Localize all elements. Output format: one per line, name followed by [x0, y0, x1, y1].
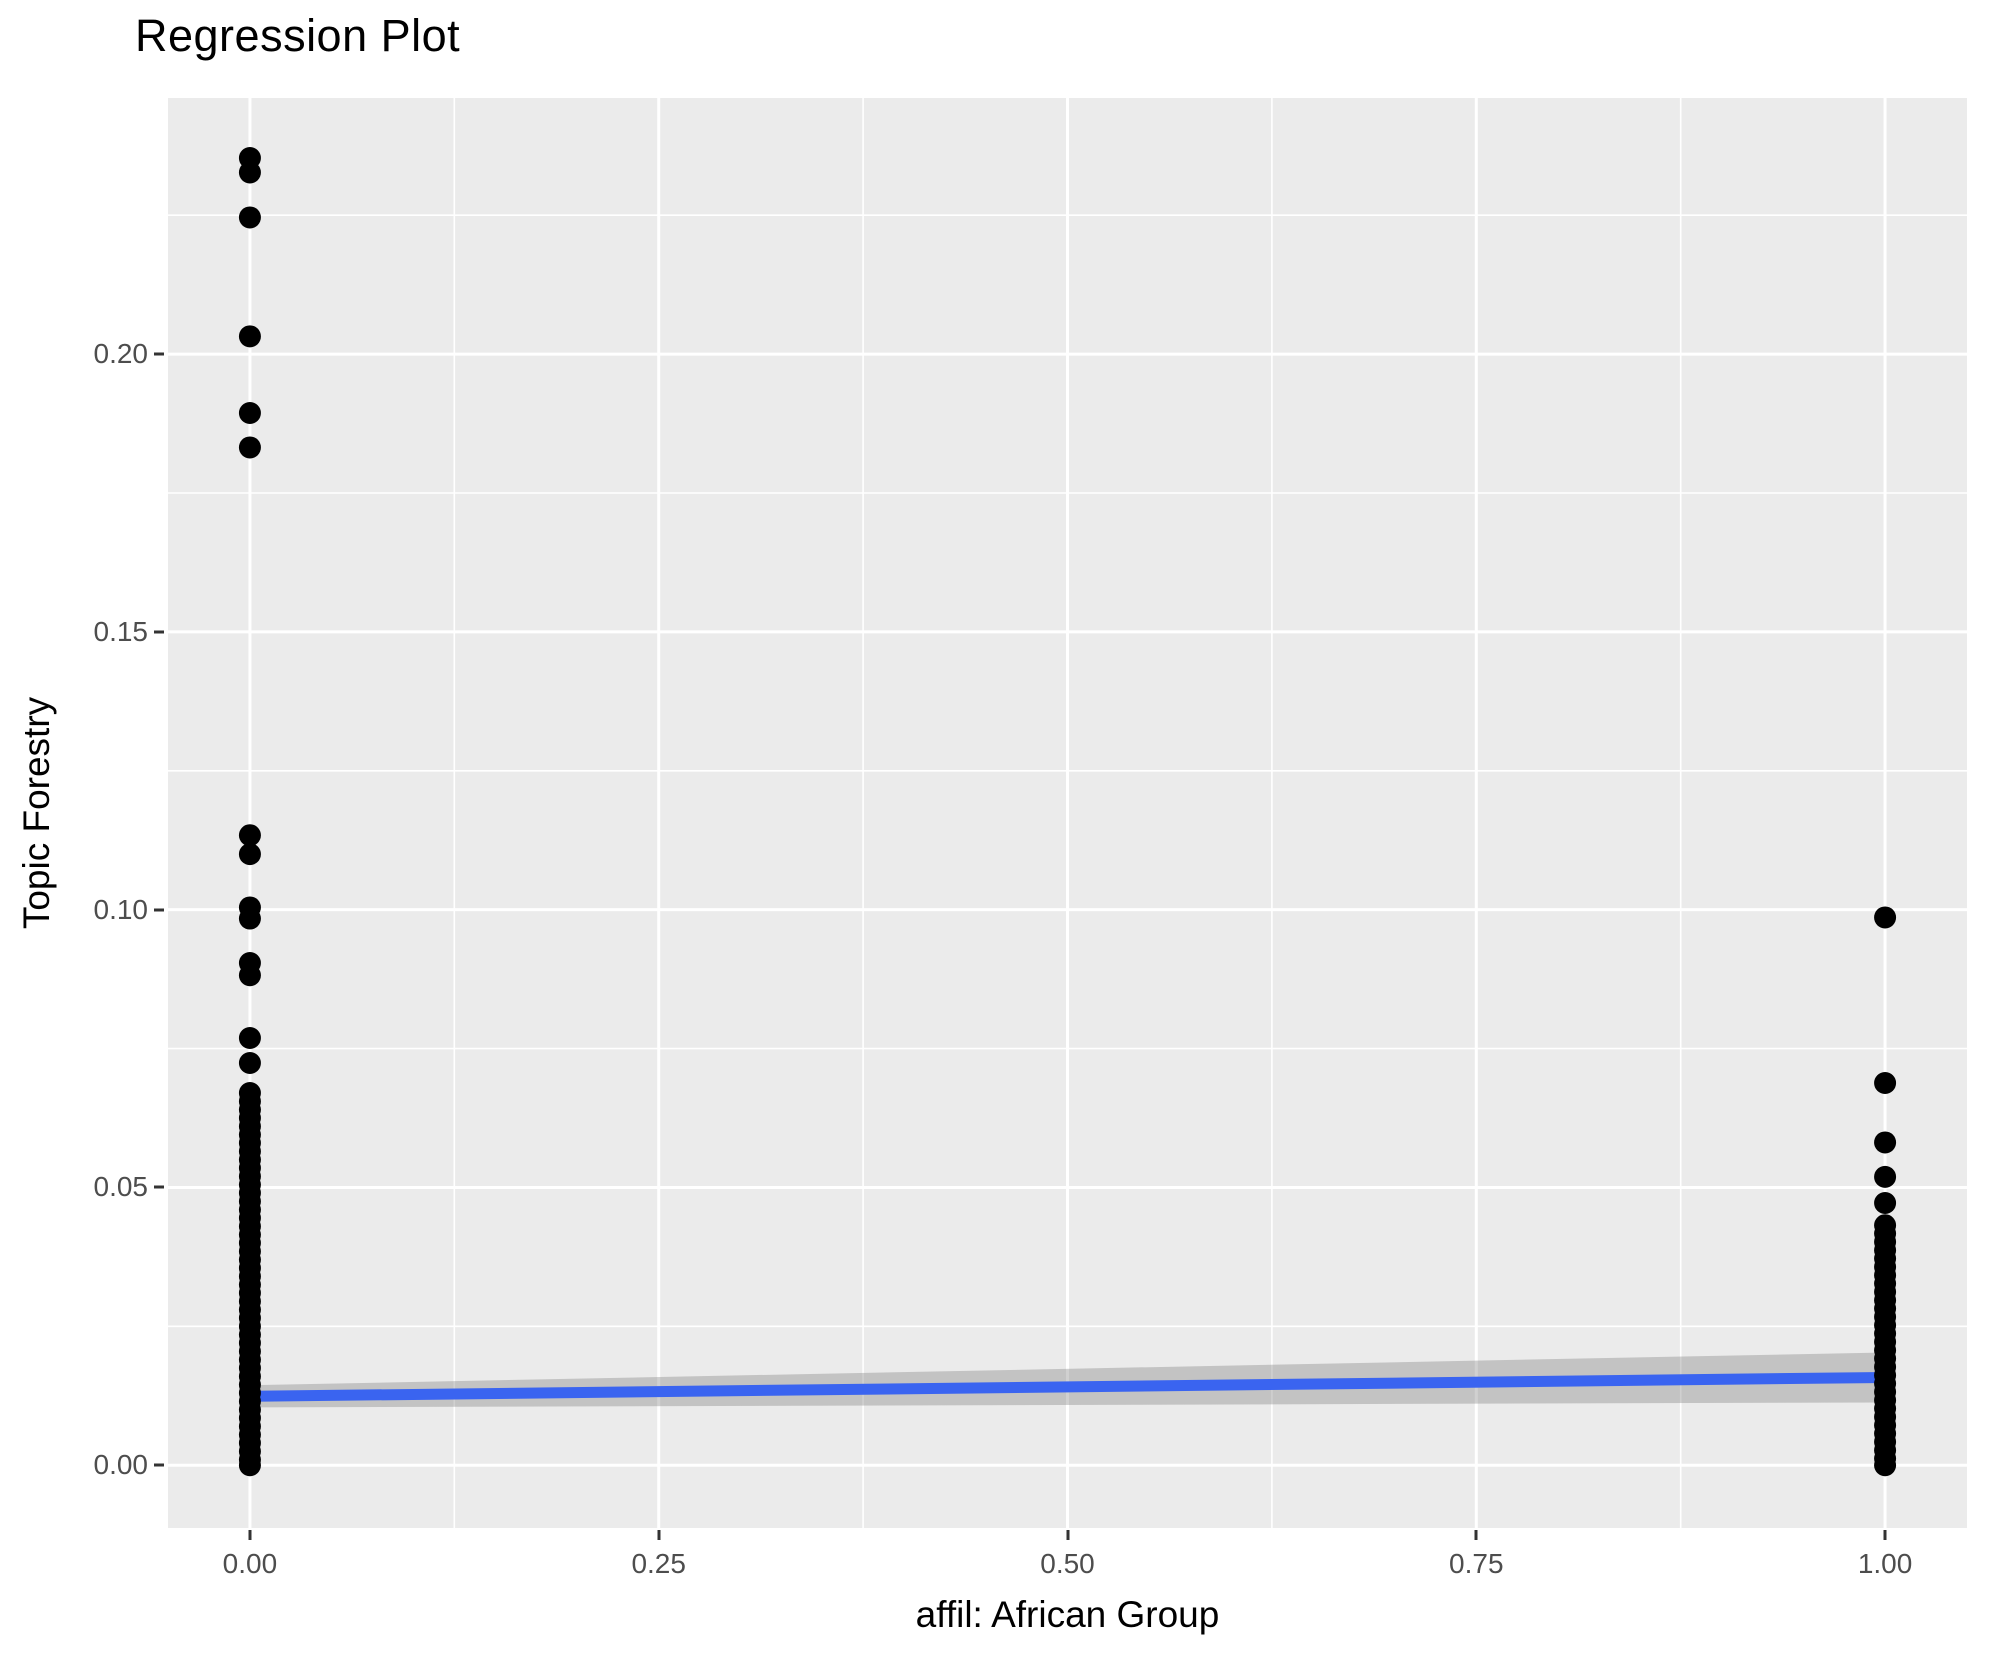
x-tick-mark [1883, 1530, 1887, 1540]
plot-canvas [168, 98, 1967, 1528]
x-tick-label: 0.50 [1040, 1548, 1095, 1579]
x-tick-label: 0.00 [222, 1548, 278, 1579]
data-point [1874, 1454, 1897, 1477]
x-tick-mark [1474, 1530, 1478, 1540]
data-point [1874, 906, 1897, 929]
y-axis-title: Topic Forestry [16, 696, 57, 930]
data-point [1874, 1165, 1897, 1188]
data-point [1874, 1072, 1897, 1094]
data-point [238, 1027, 261, 1049]
data-point [238, 907, 261, 930]
y-tick-mark [154, 630, 164, 634]
regression-line [249, 1371, 1886, 1402]
data-point [238, 1052, 261, 1074]
plot-panel [168, 98, 1967, 1528]
x-tick-mark [657, 1530, 661, 1540]
chart-title: Regression Plot [135, 10, 461, 61]
x-tick-label: 0.25 [631, 1548, 686, 1579]
data-point [238, 325, 261, 348]
data-point [1874, 1131, 1897, 1154]
x-tick-mark [1066, 1530, 1069, 1540]
x-axis-title: affil: African Group [915, 1594, 1220, 1635]
data-point [238, 1454, 261, 1477]
data-point [1874, 1192, 1897, 1214]
data-point [238, 206, 261, 229]
y-axis-title-box: Topic Forestry [14, 98, 60, 1528]
x-tick-mark [248, 1530, 252, 1540]
y-tick-mark [154, 908, 164, 912]
data-point [238, 161, 261, 184]
y-tick-mark [154, 1185, 164, 1189]
data-point [238, 402, 261, 424]
data-point [238, 824, 261, 847]
y-tick-mark [154, 1463, 164, 1467]
data-point [238, 843, 261, 866]
data-point [238, 964, 261, 987]
y-tick-mark [154, 352, 164, 356]
x-tick-label: 0.75 [1449, 1548, 1504, 1579]
data-point [238, 436, 261, 459]
x-tick-label: 1.00 [1857, 1548, 1913, 1579]
